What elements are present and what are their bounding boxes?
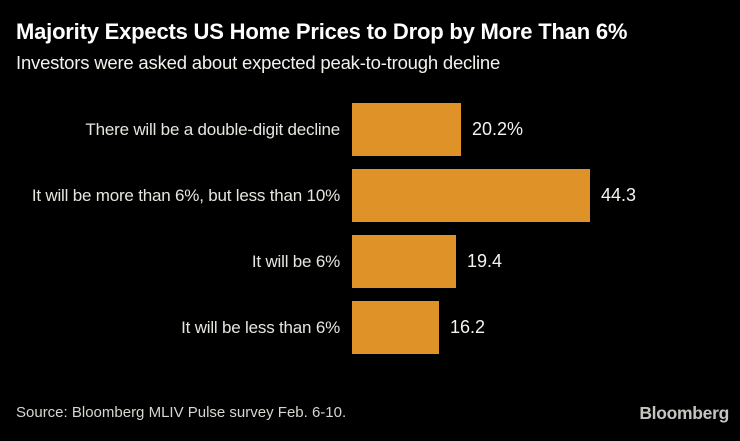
source-note: Source: Bloomberg MLIV Pulse survey Feb.… [16,404,347,421]
bar [352,103,461,156]
category-label-text: It will be less than 6% [181,317,340,337]
value-label: 20.2% [472,119,524,139]
category-label: It will be more than 6%, but less than 1… [0,169,352,222]
bar-row: It will be 6% 19.4 [0,235,740,288]
category-label: It will be less than 6% [0,301,352,354]
value-label: 19.4 [467,251,503,271]
bloomberg-logo: Bloomberg [639,403,729,423]
bar [352,301,439,354]
bar-row: It will be less than 6% 16.2 [0,301,740,354]
category-label-text: It will be more than 6%, but less than 1… [31,185,340,205]
bar-row: It will be more than 6%, but less than 1… [0,169,740,222]
bar-row: There will be a double-digit decline 20.… [0,103,740,156]
category-label: There will be a double-digit decline [0,103,352,156]
category-label-text: It will be 6% [251,251,340,271]
category-label-text: There will be a double-digit decline [85,119,340,139]
bar [352,169,590,222]
value-label: 16.2 [450,317,486,337]
bar [352,235,456,288]
chart-subtitle: Investors were asked about expected peak… [16,52,501,73]
chart-title: Majority Expects US Home Prices to Drop … [16,19,628,44]
value-label: 44.3 [601,185,637,205]
bar-chart: There will be a double-digit decline 20.… [0,103,740,367]
category-label: It will be 6% [0,235,352,288]
